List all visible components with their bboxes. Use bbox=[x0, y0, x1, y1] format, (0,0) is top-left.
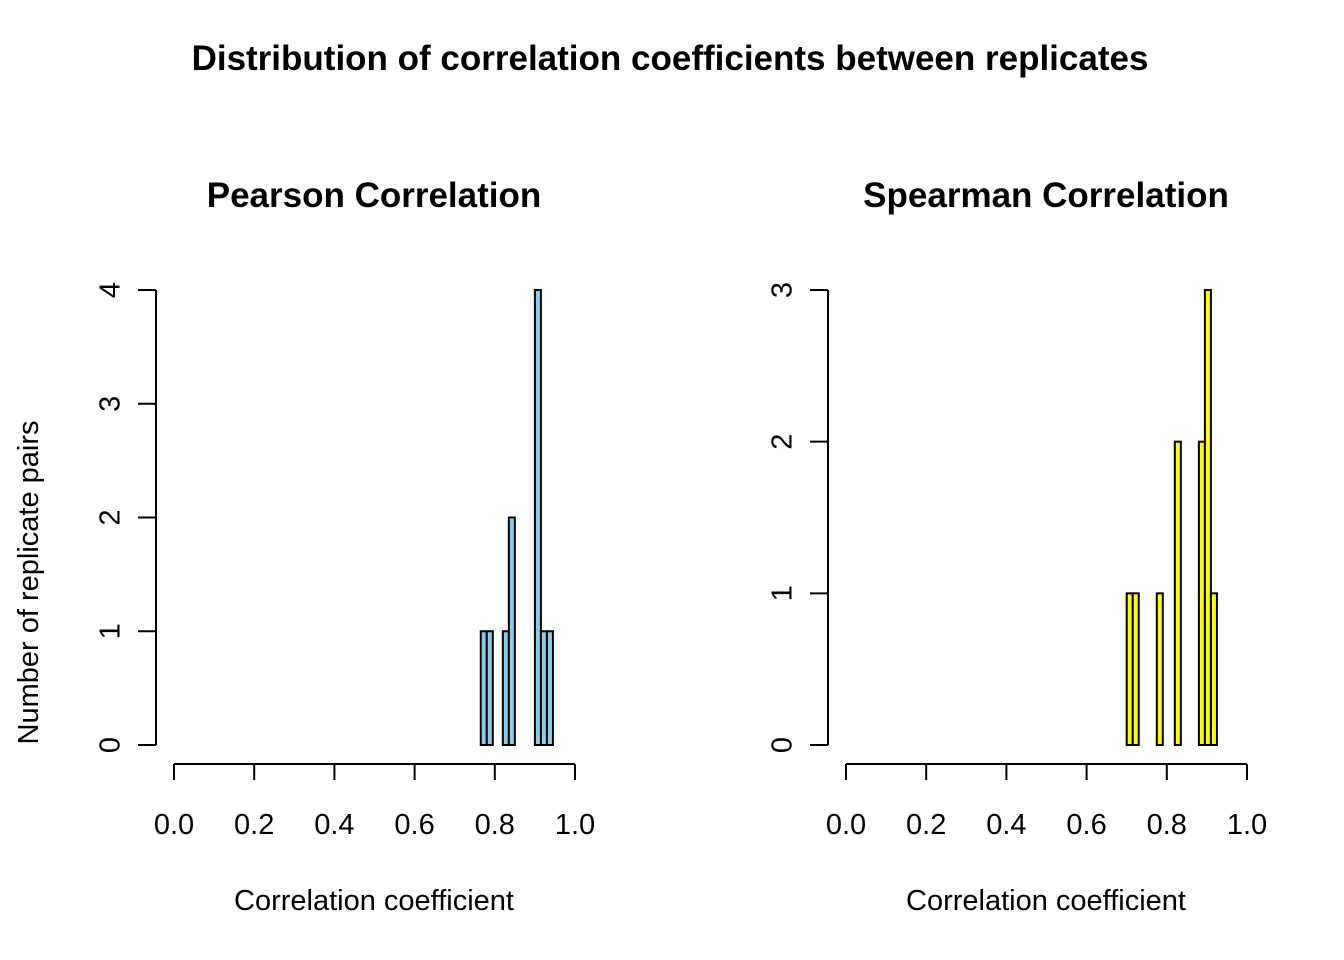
panel-title: Spearman Correlation bbox=[863, 176, 1229, 215]
histogram-bar bbox=[1203, 289, 1212, 746]
x-tick-label: 0.6 bbox=[1066, 809, 1106, 841]
x-tick-label: 0.8 bbox=[475, 809, 515, 841]
histogram-bar bbox=[533, 289, 542, 746]
y-tick-label: 0 bbox=[767, 737, 799, 753]
histogram-bar bbox=[1131, 592, 1140, 746]
x-tick-label: 0.0 bbox=[826, 809, 866, 841]
y-tick-label: 1 bbox=[95, 623, 127, 639]
histogram-bar bbox=[1209, 592, 1218, 746]
spearman-histogram-panel: Spearman Correlation 0.0 0.2 0.4 0.6 0.8 1.0 0 1… bbox=[767, 176, 1268, 917]
pearson-histogram-panel: Pearson Correlation 0.0 0.2 0.4 0.6 0.8 1.0 0 1 2… bbox=[13, 176, 595, 917]
y-tick-label: 2 bbox=[95, 509, 127, 525]
y-axis-label: Number of replicate pairs bbox=[13, 421, 45, 745]
x-tick-label: 0.8 bbox=[1147, 809, 1187, 841]
x-tick-label: 0.4 bbox=[314, 809, 354, 841]
histogram-bar bbox=[485, 630, 494, 746]
x-tick-label: 1.0 bbox=[1227, 809, 1267, 841]
y-tick-label: 4 bbox=[95, 282, 127, 298]
histogram-bar bbox=[545, 630, 554, 746]
y-tick-label: 2 bbox=[767, 434, 799, 450]
x-axis-label: Correlation coefficient bbox=[906, 885, 1186, 917]
x-tick-label: 1.0 bbox=[555, 809, 595, 841]
x-axis-label: Correlation coefficient bbox=[234, 885, 514, 917]
x-tick-label: 0.0 bbox=[154, 809, 194, 841]
y-tick-label: 3 bbox=[767, 282, 799, 298]
x-tick-label: 0.4 bbox=[986, 809, 1026, 841]
histogram-bar bbox=[1173, 440, 1182, 746]
panel-title: Pearson Correlation bbox=[207, 176, 542, 215]
y-tick-label: 0 bbox=[95, 737, 127, 753]
histogram-bar bbox=[1155, 592, 1164, 746]
histogram-bar bbox=[507, 516, 516, 746]
y-tick-label: 1 bbox=[767, 585, 799, 601]
figure-title: Distribution of correlation coefficients… bbox=[192, 39, 1149, 78]
x-tick-label: 0.6 bbox=[394, 809, 434, 841]
y-tick-label: 3 bbox=[95, 396, 127, 412]
x-tick-label: 0.2 bbox=[234, 809, 274, 841]
x-tick-label: 0.2 bbox=[906, 809, 946, 841]
